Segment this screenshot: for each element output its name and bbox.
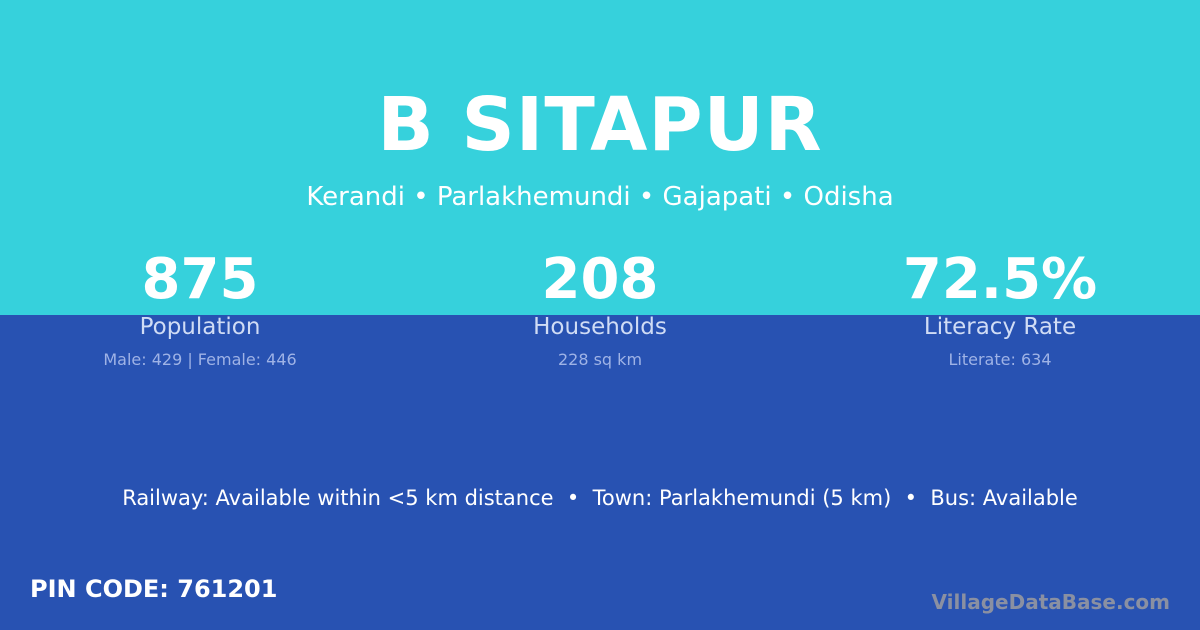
stat-households: 208 Households 228 sq km [400, 247, 800, 370]
stat-label: Households [533, 314, 667, 340]
stat-literacy: 72.5% Literacy Rate Literate: 634 [800, 247, 1200, 370]
stat-population: 875 Population Male: 429 | Female: 446 [0, 247, 400, 370]
watermark-logo: VillageDataBase.com [931, 590, 1170, 614]
stat-value: 875 [141, 247, 259, 312]
stat-value: 208 [541, 247, 659, 312]
pin-code: PIN CODE: 761201 [30, 575, 278, 603]
header-band [0, 0, 1200, 315]
stat-detail: 228 sq km [557, 350, 643, 369]
village-title: B SITAPUR [377, 82, 823, 168]
stat-detail: Male: 429 | Female: 446 [103, 350, 297, 369]
stat-value: 72.5% [902, 247, 1098, 312]
stat-detail: Literate: 634 [948, 350, 1052, 369]
location-breadcrumb: Kerandi • Parlakhemundi • Gajapati • Odi… [306, 182, 894, 212]
stat-label: Population [139, 314, 261, 340]
connectivity-info: Railway: Available within <5 km distance… [122, 486, 1078, 510]
stat-label: Literacy Rate [923, 314, 1077, 340]
